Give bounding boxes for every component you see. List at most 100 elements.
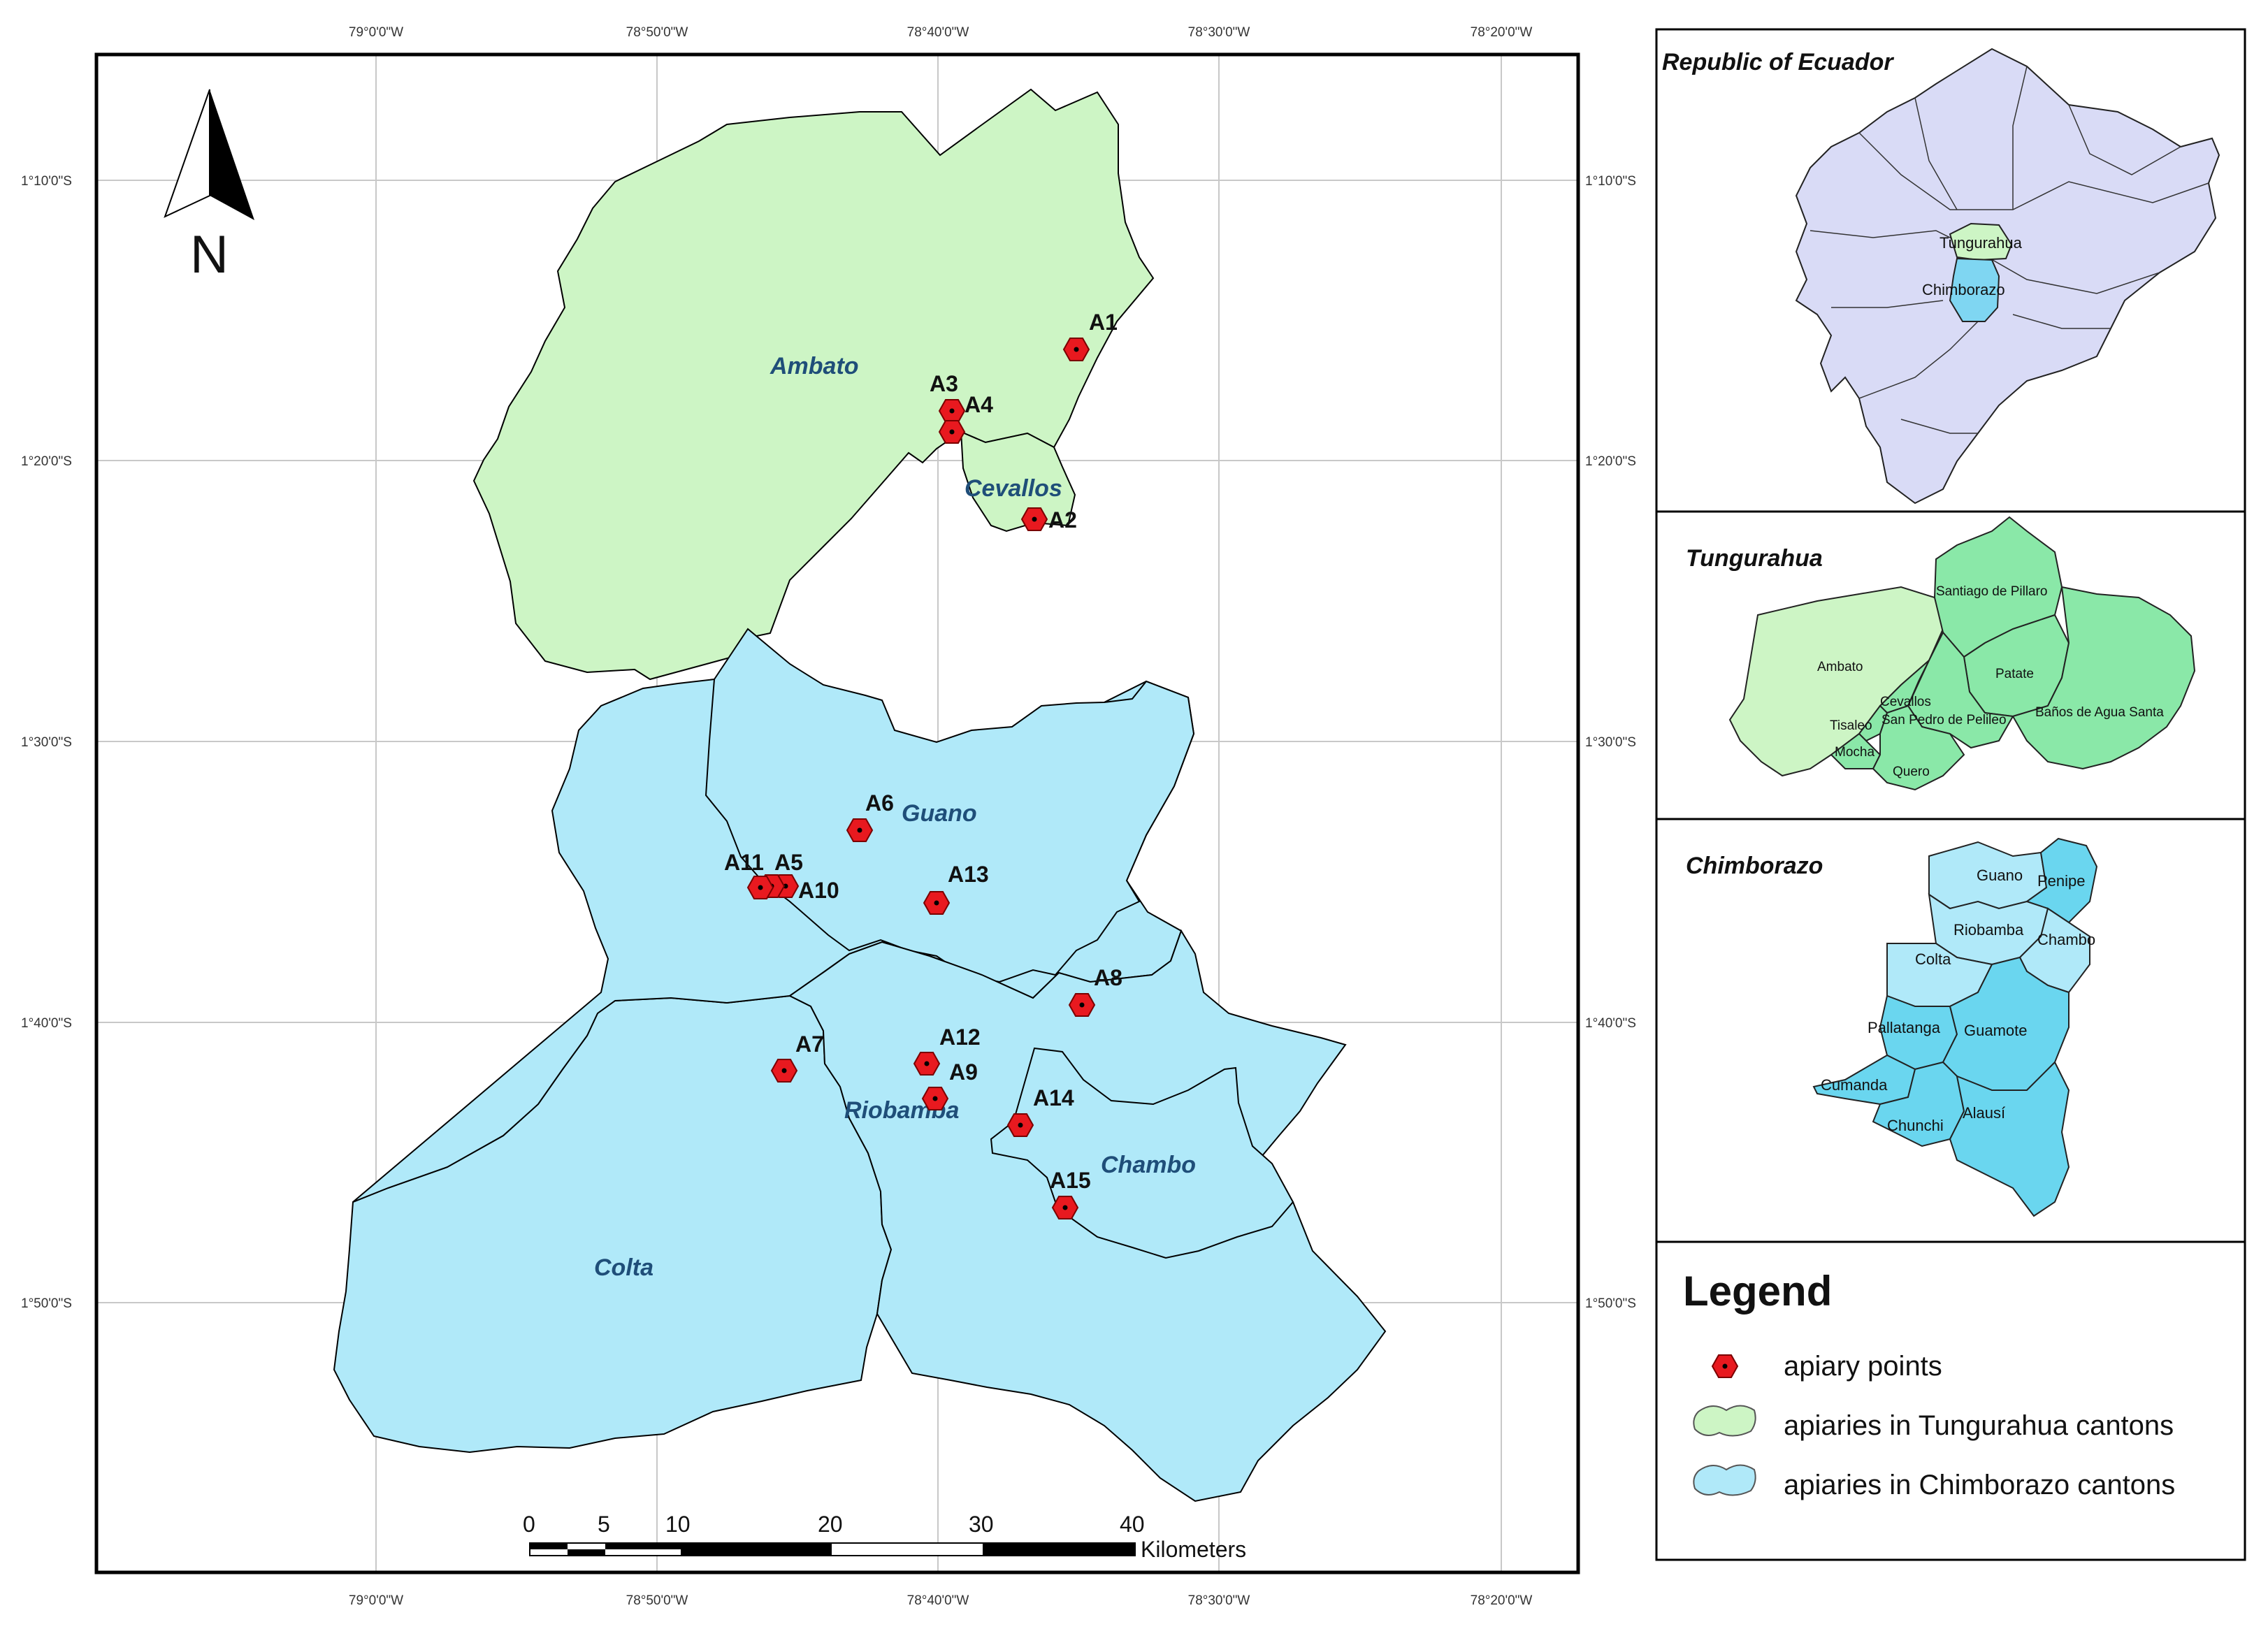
inset-chimborazo: Chimborazo Guano Penipe Riobamba Chambo …	[1655, 818, 2246, 1243]
apiary-marker-dot	[1062, 1205, 1068, 1210]
scale-tick-10: 10	[665, 1512, 691, 1537]
chimb-alausi[interactable]	[1949, 1061, 2070, 1217]
apiary-label-a4: A4	[965, 392, 993, 417]
legend-frame	[1655, 1240, 2246, 1561]
apiary-marker-dot	[781, 1068, 787, 1073]
inset-ecuador-title: Republic of Ecuador	[1662, 49, 1894, 75]
lon-label-top: 78°50'0"W	[626, 25, 688, 40]
ecuador-chimborazo[interactable]	[1949, 257, 2000, 322]
scale-bar-segment	[530, 1543, 568, 1549]
label-colta: Colta	[594, 1254, 653, 1281]
apiary-point-a15[interactable]: A15	[1050, 1168, 1091, 1219]
lat-label-right: 1°50'0"S	[1585, 1296, 1636, 1311]
apiary-point-a13[interactable]: A13	[923, 862, 989, 915]
north-arrow: N	[164, 89, 254, 284]
lat-label-left: 1°30'0"S	[21, 735, 72, 750]
canton-cevallos[interactable]	[960, 430, 1076, 533]
lat-label-left: 1°20'0"S	[21, 454, 72, 469]
ecuador-tungurahua[interactable]	[1949, 222, 2013, 261]
label-cevallos: Cevallos	[965, 475, 1062, 502]
tung-label-quero: Quero	[1893, 765, 1930, 779]
apiary-point-a6[interactable]: A6	[846, 790, 894, 842]
canton-ambato[interactable]	[472, 88, 1155, 681]
chimb-label-guamote: Guamote	[1964, 1022, 2028, 1039]
apiary-label-a6: A6	[865, 790, 894, 816]
lat-label-right: 1°40'0"S	[1585, 1016, 1636, 1031]
apiary-point-a12[interactable]: A12	[913, 1025, 981, 1076]
apiary-label-a14: A14	[1033, 1085, 1074, 1110]
scale-tick-30: 30	[969, 1512, 994, 1537]
tung-label-patate: Patate	[1995, 667, 2034, 681]
scale-bar-segment	[681, 1543, 832, 1556]
legend-tungurahua-swatch	[1693, 1405, 1756, 1437]
legend-chimborazo-swatch	[1693, 1464, 1756, 1496]
apiary-label-a8: A8	[1094, 965, 1122, 990]
lat-label-left: 1°10'0"S	[21, 174, 72, 189]
lat-label-right: 1°10'0"S	[1585, 174, 1636, 189]
inset-tungurahua-title: Tungurahua	[1686, 545, 1823, 572]
legend-point-dot	[1722, 1363, 1728, 1369]
lat-label-left: 1°40'0"S	[21, 1016, 72, 1031]
ecuador-country[interactable]	[1795, 48, 2220, 505]
apiary-marker-dot	[783, 883, 788, 889]
scale-bar-segment	[983, 1543, 1135, 1556]
north-arrow-left-half	[164, 89, 210, 218]
apiary-point-a4[interactable]: A4	[938, 392, 993, 444]
apiary-point-a14[interactable]: A14	[1006, 1085, 1074, 1137]
canton-guano[interactable]	[705, 628, 1195, 983]
apiary-point-a8[interactable]: A8	[1068, 965, 1122, 1017]
apiary-marker-dot	[1032, 516, 1037, 522]
apiary-point-a7[interactable]: A7	[770, 1031, 824, 1083]
tung-banos[interactable]	[2011, 586, 2196, 770]
main-map-frame	[94, 52, 1580, 1574]
lon-label-top: 78°20'0"W	[1471, 25, 1533, 40]
canton-colta[interactable]	[333, 994, 893, 1454]
lat-label-right: 1°20'0"S	[1585, 454, 1636, 469]
tung-label-santiago: Santiago de Pillaro	[1936, 584, 2048, 599]
legend-label-chimborazo: apiaries in Chimborazo cantons	[1784, 1470, 2175, 1500]
north-label: N	[190, 225, 229, 284]
chimb-penipe[interactable]	[2025, 837, 2098, 924]
apiary-marker-dot	[934, 900, 939, 906]
scale-unit: Kilometers	[1141, 1537, 1246, 1562]
label-guano: Guano	[902, 800, 977, 827]
apiary-marker-dot	[924, 1061, 930, 1066]
apiary-marker-dot	[758, 885, 763, 890]
inset-tungurahua: Tungurahua Santiago de Pillaro Ambato Pa…	[1655, 510, 2246, 820]
inset-chimborazo-title: Chimborazo	[1686, 853, 1823, 879]
lat-label-left: 1°50'0"S	[21, 1296, 72, 1311]
lon-label-top: 78°30'0"W	[1188, 25, 1250, 40]
apiary-point-a11[interactable]: A11	[724, 850, 774, 899]
lon-label-bottom: 78°50'0"W	[626, 1593, 688, 1608]
apiary-point-a2[interactable]: A2	[1020, 507, 1077, 533]
apiary-label-a9: A9	[949, 1059, 978, 1085]
label-chambo: Chambo	[1101, 1152, 1196, 1178]
label-ambato: Ambato	[770, 353, 859, 379]
main-map: Ambato Cevallos Guano Riobamba Chambo Co…	[21, 25, 1636, 1608]
apiary-label-a13: A13	[948, 862, 989, 887]
apiary-label-a1: A1	[1089, 310, 1118, 335]
scale-bar: 0 5 10 20 30 40 Kilometers	[523, 1512, 1246, 1562]
lon-label-top: 78°40'0"W	[907, 25, 969, 40]
legend-title: Legend	[1683, 1268, 1832, 1315]
apiary-label-a15: A15	[1050, 1168, 1091, 1193]
tung-quero[interactable]	[1872, 704, 1965, 791]
apiary-marker-dot	[857, 827, 862, 833]
apiary-label-a2: A2	[1048, 507, 1077, 533]
chimb-label-colta: Colta	[1915, 950, 1951, 968]
tung-label-san-pedro: San Pedro de Pelileo	[1881, 713, 2007, 727]
lon-label-bottom: 78°20'0"W	[1471, 1593, 1533, 1608]
chimb-label-penipe: Penipe	[2037, 872, 2086, 890]
legend: Legend apiary points apiaries in Tungura…	[1655, 1240, 2246, 1561]
apiary-point-a3[interactable]: A3	[930, 371, 966, 423]
lon-label-bottom: 78°40'0"W	[907, 1593, 969, 1608]
apiary-point-a1[interactable]: A1	[1062, 310, 1118, 361]
chimb-label-riobamba: Riobamba	[1953, 921, 2024, 939]
lon-label-top: 79°0'0"W	[349, 25, 403, 40]
apiary-marker-dot	[1079, 1002, 1085, 1008]
tung-label-cevallos: Cevallos	[1880, 695, 1931, 709]
apiary-point-a9[interactable]: A9	[921, 1059, 978, 1110]
tung-label-banos: Baños de Agua Santa	[2035, 705, 2164, 720]
apiary-marker-dot	[932, 1096, 938, 1101]
